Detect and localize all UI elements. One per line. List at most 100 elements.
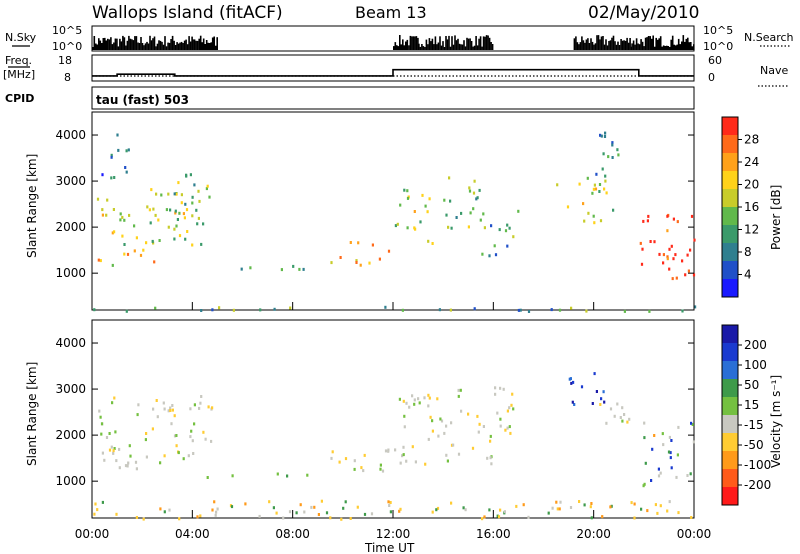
nsky-bar — [403, 45, 406, 50]
power-cell — [427, 239, 430, 243]
velocity-cell — [431, 429, 434, 433]
nsky-bar — [167, 42, 169, 50]
nsearch-label: N.Search — [744, 31, 794, 44]
power-cell — [148, 208, 151, 212]
nsky-bar — [156, 43, 159, 50]
velocity-cell — [490, 462, 493, 466]
power-cell — [302, 267, 305, 271]
velocity-cell — [502, 387, 505, 391]
power-cell — [684, 273, 687, 277]
x-tick-label: 08:00 — [275, 527, 310, 541]
nsky-bar — [174, 45, 177, 50]
velocity-cell — [135, 467, 138, 471]
velocity-cell — [381, 469, 385, 473]
velocity-cell — [595, 390, 598, 393]
nsky-bar — [211, 37, 214, 50]
power-cell — [468, 189, 472, 193]
velocity-frame — [91, 319, 695, 519]
velocity-colorbar: 200 100 50 15 -15 -50 -100 -200 — [721, 324, 771, 506]
velocity-cell — [171, 408, 174, 412]
power-cell — [550, 308, 553, 312]
velocity-cell — [464, 508, 467, 512]
velocity-cell — [511, 392, 514, 396]
power-cell — [128, 213, 131, 217]
power-cell — [153, 260, 156, 264]
power-cell — [174, 209, 177, 213]
power-cell — [127, 148, 130, 152]
velocity-cell — [427, 437, 430, 441]
velocity-cell — [356, 505, 359, 509]
nsky-bar — [618, 45, 621, 50]
power-cell — [259, 308, 262, 312]
velocity-cell — [667, 450, 671, 454]
power-cell — [158, 239, 161, 242]
velocity-cell — [692, 440, 695, 444]
power-cell — [616, 148, 619, 152]
velocity-cell — [99, 415, 102, 419]
power-cell — [662, 253, 665, 257]
velocity-cell — [445, 424, 448, 428]
velocity-cell — [503, 510, 506, 514]
velocity-cell — [405, 401, 408, 405]
velocity-cell — [330, 456, 333, 460]
colorbar-tick-label: 12 — [744, 223, 759, 237]
velocity-cell — [401, 454, 404, 458]
power-cell — [125, 170, 128, 174]
power-cell — [184, 237, 187, 241]
power-cell — [472, 207, 475, 211]
power-cell — [110, 155, 113, 159]
velocity-cell — [231, 474, 234, 478]
power-cell — [592, 214, 595, 218]
colorbar-swatch — [722, 279, 738, 298]
velocity-cell — [303, 510, 306, 514]
power-cell — [106, 198, 109, 202]
velocity-cell — [551, 506, 554, 510]
power-cell — [406, 226, 409, 230]
velocity-cell — [435, 508, 438, 512]
velocity-cell — [569, 377, 572, 381]
power-cell — [121, 215, 124, 219]
x-tick-label: 00:00 — [75, 527, 110, 541]
power-cell — [517, 308, 520, 312]
nsky-bar — [665, 45, 668, 50]
velocity-cell — [460, 409, 463, 413]
velocity-cell — [411, 394, 414, 398]
velocity-cell — [206, 476, 209, 479]
nsky-bar — [593, 44, 595, 50]
velocity-cell — [163, 454, 166, 458]
nsky-bar — [466, 37, 468, 50]
velocity-cell — [103, 458, 106, 462]
power-cell — [473, 179, 476, 183]
colorbar-swatch — [722, 343, 738, 362]
velocity-cell — [98, 409, 101, 413]
velocity-cell — [633, 502, 636, 506]
nsky-left-tick-bottom: 10^0 — [52, 40, 82, 53]
velocity-cell — [619, 416, 622, 419]
power-cell — [506, 244, 509, 248]
velocity-cell — [100, 432, 103, 436]
velocity-cell — [572, 380, 575, 384]
velocity-cell — [643, 421, 646, 425]
time-axis: 00:00 04:00 08:00 12:00 16:00 20:00 00:00 — [75, 302, 711, 541]
nsky-bar — [92, 47, 94, 50]
power-cell — [133, 249, 136, 253]
velocity-cell — [342, 506, 345, 510]
velocity-cell — [590, 516, 593, 520]
nsky-bar — [433, 44, 435, 50]
power-cell — [676, 220, 679, 224]
velocity-cell — [616, 402, 619, 406]
y-tick-label: 2000 — [55, 220, 86, 234]
velocity-cell — [482, 425, 485, 428]
power-cell — [401, 308, 404, 312]
velocity-cell — [653, 434, 656, 437]
velocity-cell — [477, 430, 480, 434]
nsky-bar — [132, 40, 135, 50]
colorbar-tick-label: 20 — [744, 178, 759, 192]
nsky-bar — [643, 46, 645, 50]
power-cell — [658, 252, 661, 256]
y-tick-label: 3000 — [55, 382, 86, 396]
velocity-cell — [403, 414, 406, 418]
colorbar-swatch — [722, 451, 738, 470]
power-cell — [195, 208, 198, 212]
nsky-bar — [658, 38, 660, 50]
